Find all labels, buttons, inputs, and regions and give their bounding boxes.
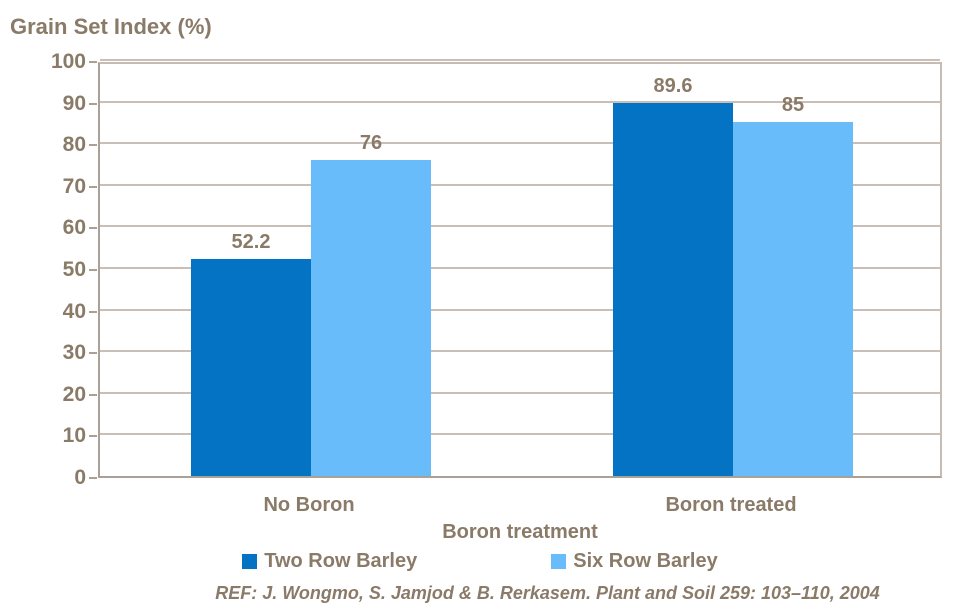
gridline — [100, 391, 940, 394]
gridline — [100, 267, 940, 269]
y-axis-tick-label: 20 — [62, 382, 86, 406]
y-axis-tick-mark — [89, 102, 97, 105]
bar-value-label: 89.6 — [653, 75, 693, 98]
y-axis-tick-label: 10 — [62, 424, 86, 448]
y-axis-tick-mark — [89, 310, 97, 313]
y-axis-tick-mark — [89, 435, 97, 438]
bar-value-label: 76 — [359, 131, 383, 154]
y-axis-tick-mark — [89, 393, 97, 396]
legend-label-six-row-barley: Six Row Barley — [573, 550, 718, 572]
gridline — [100, 100, 940, 103]
legend-label-two-row-barley: Two Row Barley — [264, 550, 418, 572]
gridline — [100, 142, 940, 145]
y-axis-tick-label: 80 — [62, 133, 86, 157]
legend-swatch-six-row-barley-icon — [551, 554, 567, 569]
y-axis-tick-mark — [89, 477, 97, 479]
legend-item-six-row-barley: Six Row Barley — [551, 550, 718, 573]
bar-two-row-barley-no-boron — [191, 258, 311, 476]
bar-value-label: 85 — [781, 94, 805, 117]
y-axis-tick-mark — [89, 144, 97, 147]
gridline — [100, 59, 940, 61]
y-axis-tick-label: 60 — [62, 216, 86, 240]
chart-title: Grain Set Index (%) — [10, 14, 212, 39]
gridline — [100, 308, 940, 311]
category-label-no-boron: No Boron — [263, 494, 355, 516]
y-axis-tick-mark — [89, 61, 97, 63]
y-axis-tick-label: 0 — [74, 466, 86, 489]
category-label-boron-treated: Boron treated — [665, 494, 797, 516]
legend-item-two-row-barley: Two Row Barley — [242, 550, 417, 573]
y-axis-tick-label: 70 — [62, 174, 86, 198]
gridline — [100, 433, 940, 436]
y-axis-tick-label: 90 — [62, 91, 86, 115]
plot-area: 52.2 76 89.6 85 — [98, 59, 942, 478]
x-axis-title: Boron treatment — [442, 521, 598, 543]
y-axis-tick-label: 50 — [62, 258, 86, 281]
y-axis-tick-label: 40 — [62, 299, 86, 323]
bar-six-row-barley-boron-treated — [733, 122, 853, 476]
y-axis-tick-mark — [89, 269, 97, 271]
gridline — [100, 183, 940, 186]
gridline — [100, 350, 940, 353]
bar-two-row-barley-boron-treated — [613, 103, 733, 476]
y-axis-tick-mark — [89, 352, 97, 355]
legend: Two Row Barley Six Row Barley — [0, 550, 960, 573]
bar-value-label: 52.2 — [231, 230, 271, 253]
gridline — [100, 225, 940, 228]
y-axis-tick-label: 100 — [50, 50, 86, 73]
y-axis-tick-mark — [89, 185, 97, 188]
bar-six-row-barley-no-boron — [311, 159, 431, 476]
reference-citation: REF: J. Wongmo, S. Jamjod & B. Rerkasem.… — [215, 583, 880, 603]
y-axis-tick-mark — [89, 227, 97, 230]
y-axis-tick-label: 30 — [62, 341, 86, 365]
legend-swatch-two-row-barley-icon — [242, 554, 258, 569]
